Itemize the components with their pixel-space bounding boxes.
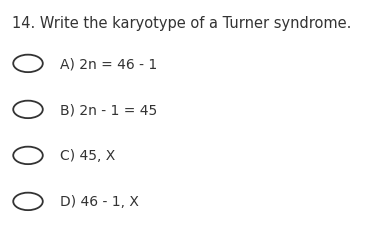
Text: B) 2n - 1 = 45: B) 2n - 1 = 45 xyxy=(60,103,158,117)
Text: A) 2n = 46 - 1: A) 2n = 46 - 1 xyxy=(60,57,158,71)
Text: C) 45, X: C) 45, X xyxy=(60,149,116,163)
Text: D) 46 - 1, X: D) 46 - 1, X xyxy=(60,195,139,208)
Text: 14. Write the karyotype of a Turner syndrome.: 14. Write the karyotype of a Turner synd… xyxy=(12,16,351,31)
